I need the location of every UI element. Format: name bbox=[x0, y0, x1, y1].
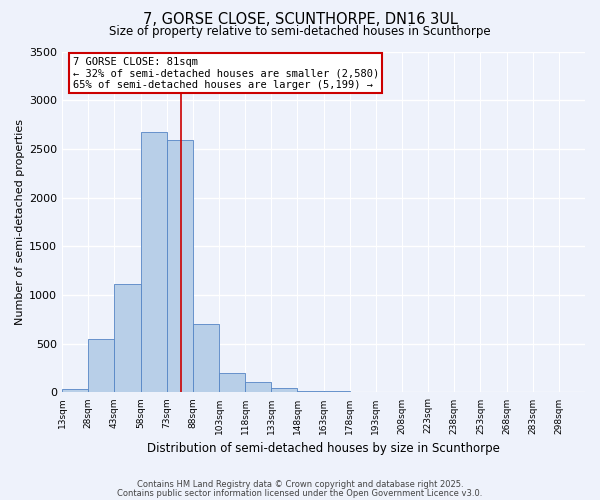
Text: 7 GORSE CLOSE: 81sqm
← 32% of semi-detached houses are smaller (2,580)
65% of se: 7 GORSE CLOSE: 81sqm ← 32% of semi-detac… bbox=[73, 56, 379, 90]
Text: Contains public sector information licensed under the Open Government Licence v3: Contains public sector information licen… bbox=[118, 488, 482, 498]
Bar bbox=[88, 339, 115, 392]
Bar bbox=[193, 324, 219, 392]
Bar bbox=[245, 382, 271, 392]
Bar bbox=[167, 140, 193, 392]
Y-axis label: Number of semi-detached properties: Number of semi-detached properties bbox=[15, 119, 25, 325]
Text: Contains HM Land Registry data © Crown copyright and database right 2025.: Contains HM Land Registry data © Crown c… bbox=[137, 480, 463, 489]
Bar bbox=[62, 388, 88, 392]
Text: 7, GORSE CLOSE, SCUNTHORPE, DN16 3UL: 7, GORSE CLOSE, SCUNTHORPE, DN16 3UL bbox=[143, 12, 457, 28]
Bar bbox=[115, 284, 140, 393]
X-axis label: Distribution of semi-detached houses by size in Scunthorpe: Distribution of semi-detached houses by … bbox=[147, 442, 500, 455]
Bar bbox=[271, 388, 298, 392]
Text: Size of property relative to semi-detached houses in Scunthorpe: Size of property relative to semi-detach… bbox=[109, 25, 491, 38]
Bar bbox=[140, 132, 167, 392]
Bar bbox=[219, 374, 245, 392]
